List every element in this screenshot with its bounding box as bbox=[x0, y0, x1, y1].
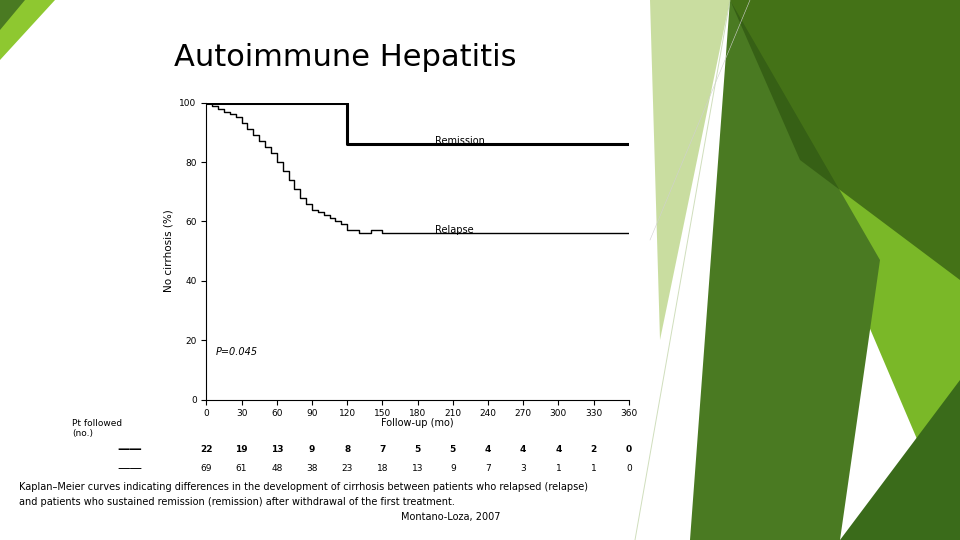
Text: 3: 3 bbox=[520, 464, 526, 474]
Text: 61: 61 bbox=[236, 464, 248, 474]
Text: 4: 4 bbox=[520, 446, 526, 455]
Text: and patients who sustained remission (remission) after withdrawal of the first t: and patients who sustained remission (re… bbox=[19, 497, 455, 507]
Text: ——: —— bbox=[117, 462, 142, 475]
Text: 69: 69 bbox=[201, 464, 212, 474]
Text: 9: 9 bbox=[450, 464, 456, 474]
Y-axis label: No cirrhosis (%): No cirrhosis (%) bbox=[164, 210, 174, 293]
Text: 23: 23 bbox=[342, 464, 353, 474]
Text: 4: 4 bbox=[555, 446, 562, 455]
Polygon shape bbox=[690, 0, 880, 540]
Text: 1: 1 bbox=[590, 464, 596, 474]
Text: Relapse: Relapse bbox=[435, 225, 474, 235]
Text: Remission: Remission bbox=[435, 136, 485, 146]
Text: 4: 4 bbox=[485, 446, 492, 455]
Text: 38: 38 bbox=[306, 464, 318, 474]
Text: P=0.045: P=0.045 bbox=[216, 347, 258, 357]
Text: 8: 8 bbox=[344, 446, 350, 455]
Text: 19: 19 bbox=[235, 446, 248, 455]
Text: 13: 13 bbox=[271, 446, 283, 455]
Text: 5: 5 bbox=[415, 446, 420, 455]
Text: 5: 5 bbox=[449, 446, 456, 455]
Text: Follow-up (mo): Follow-up (mo) bbox=[381, 418, 454, 429]
Polygon shape bbox=[840, 380, 960, 540]
Polygon shape bbox=[0, 0, 55, 60]
Polygon shape bbox=[650, 0, 730, 340]
Text: 9: 9 bbox=[309, 446, 315, 455]
Text: 2: 2 bbox=[590, 446, 597, 455]
Polygon shape bbox=[730, 0, 960, 280]
Text: Pt followed
(no.): Pt followed (no.) bbox=[72, 418, 122, 438]
Text: 13: 13 bbox=[412, 464, 423, 474]
Polygon shape bbox=[730, 0, 960, 540]
Text: Autoimmune Hepatitis: Autoimmune Hepatitis bbox=[175, 43, 516, 72]
Text: 0: 0 bbox=[626, 464, 632, 474]
Text: 22: 22 bbox=[200, 446, 213, 455]
Text: 7: 7 bbox=[485, 464, 491, 474]
Text: ——: —— bbox=[117, 443, 142, 456]
Text: 48: 48 bbox=[271, 464, 282, 474]
Text: 7: 7 bbox=[379, 446, 386, 455]
Polygon shape bbox=[0, 0, 25, 30]
Text: Montano-Loza, 2007: Montano-Loza, 2007 bbox=[401, 512, 501, 522]
Text: 1: 1 bbox=[556, 464, 562, 474]
Text: Kaplan–Meier curves indicating differences in the development of cirrhosis betwe: Kaplan–Meier curves indicating differenc… bbox=[19, 482, 588, 492]
Text: 18: 18 bbox=[376, 464, 388, 474]
Text: 0: 0 bbox=[626, 446, 632, 455]
